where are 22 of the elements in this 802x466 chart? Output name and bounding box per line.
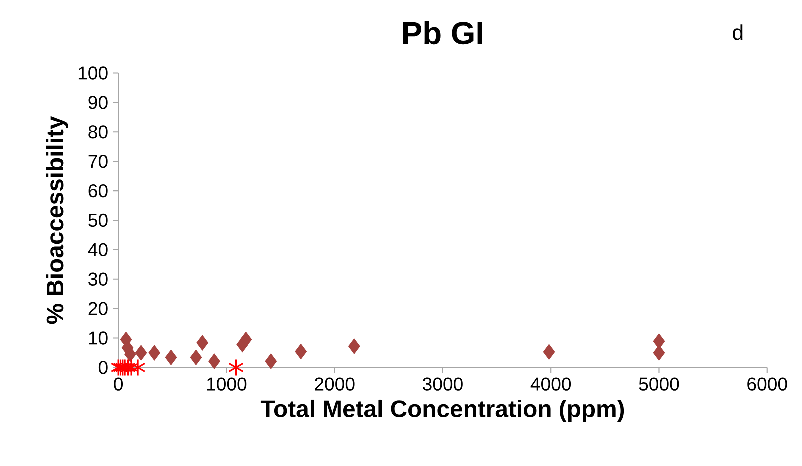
x-tick-label: 3000 bbox=[423, 378, 463, 391]
x-tick-label: 5000 bbox=[639, 378, 680, 391]
y-tick-label: 90 bbox=[88, 96, 108, 110]
chart-title: Pb GI bbox=[404, 21, 482, 44]
y-tick-label: 10 bbox=[89, 332, 108, 345]
y-tick-label: 30 bbox=[88, 272, 108, 286]
y-tick-label: 50 bbox=[88, 214, 108, 227]
y-axis-title: % Bioaccessibility bbox=[46, 116, 68, 324]
x-tick-label: 0 bbox=[114, 378, 124, 391]
y-tick-label: 60 bbox=[88, 184, 108, 198]
y-tick-label: 0 bbox=[98, 360, 108, 374]
y-tick-label: 100 bbox=[78, 66, 108, 80]
x-tick-label: 2000 bbox=[315, 378, 355, 391]
x-tick-label: 4000 bbox=[530, 378, 572, 391]
x-tick-label: 1000 bbox=[207, 378, 247, 391]
text: d bbox=[733, 24, 743, 40]
x-axis-title: Total Metal Concentration (ppm) bbox=[260, 400, 624, 422]
y-tick-label: 80 bbox=[88, 125, 108, 139]
y-tick-label: 70 bbox=[88, 154, 108, 168]
x-tick-label: 6000 bbox=[748, 378, 788, 391]
y-tick-label: 20 bbox=[88, 302, 108, 316]
y-tick-label: 40 bbox=[88, 243, 108, 256]
